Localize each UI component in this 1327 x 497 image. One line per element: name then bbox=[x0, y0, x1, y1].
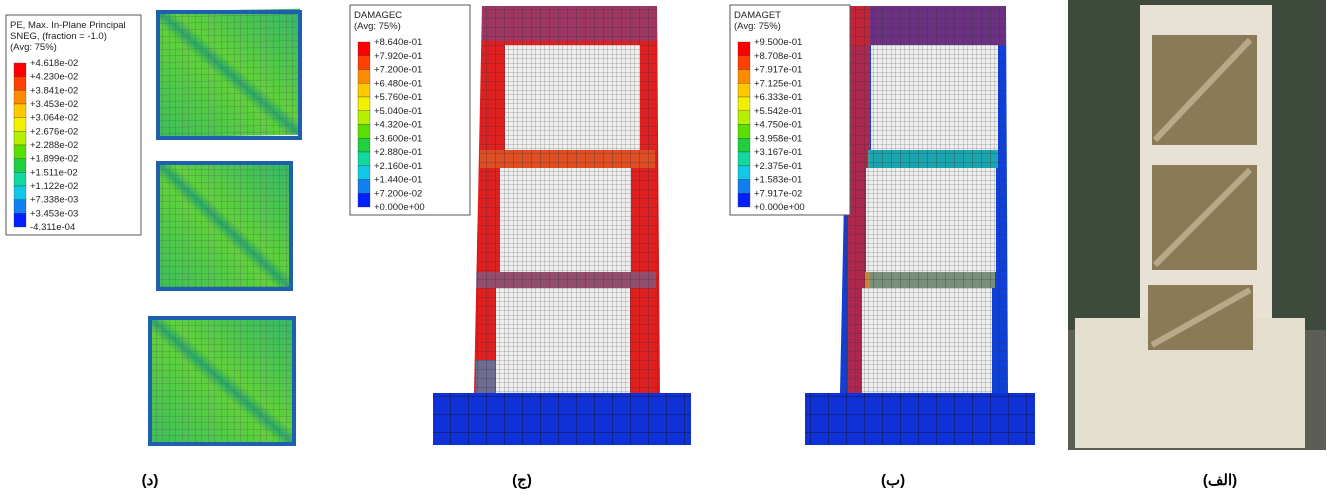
caption: (ج) bbox=[512, 472, 532, 489]
legend-label: +7.920e-01 bbox=[374, 51, 422, 62]
legend-swatch bbox=[357, 179, 371, 194]
legend-swatch bbox=[737, 179, 751, 194]
legend-label: +5.760e-01 bbox=[374, 92, 422, 103]
legend-label: +7.917e-02 bbox=[754, 188, 802, 199]
legend-swatch bbox=[737, 110, 751, 125]
legend-label: +2.288e-02 bbox=[30, 140, 78, 151]
legend-label: +3.453e-02 bbox=[30, 99, 78, 110]
legend-label: +8.640e-01 bbox=[374, 37, 422, 48]
legend-label: +7.917e-01 bbox=[754, 65, 802, 76]
legend-title: SNEG, (fraction = -1.0) bbox=[10, 31, 107, 42]
legend-swatch bbox=[13, 213, 27, 228]
legend-swatch bbox=[737, 41, 751, 56]
legend-label: +7.338e-03 bbox=[30, 195, 78, 206]
legend-label: +4.320e-01 bbox=[374, 120, 422, 131]
legend-label: +1.511e-02 bbox=[30, 167, 78, 178]
legend-label: +0.000e+00 bbox=[374, 202, 425, 213]
legend-swatch bbox=[357, 110, 371, 125]
legend-swatch bbox=[13, 62, 27, 77]
legend-swatch bbox=[13, 117, 27, 132]
legend-swatch bbox=[737, 124, 751, 139]
legend-swatch bbox=[357, 193, 371, 208]
legend-swatch bbox=[357, 69, 371, 84]
legend-label: +2.160e-01 bbox=[374, 161, 422, 172]
legend-title: DAMAGEC bbox=[354, 10, 402, 21]
specimen-photo bbox=[1068, 0, 1326, 450]
legend-label: +3.600e-01 bbox=[374, 133, 422, 144]
legend-swatch bbox=[13, 144, 27, 159]
legend-swatch bbox=[357, 151, 371, 166]
legend-swatch bbox=[13, 185, 27, 200]
legend-swatch bbox=[13, 131, 27, 146]
legend-box bbox=[5, 14, 142, 236]
legend-label: +5.040e-01 bbox=[374, 106, 422, 117]
legend-swatch bbox=[357, 96, 371, 111]
legend-title: (Avg: 75%) bbox=[10, 42, 57, 53]
legend-label: +8.708e-01 bbox=[754, 51, 802, 62]
infill-plots bbox=[148, 8, 302, 446]
legend-swatch bbox=[357, 138, 371, 153]
legend-label: +4.618e-02 bbox=[30, 58, 78, 69]
legend-label: +6.333e-01 bbox=[754, 92, 802, 103]
legend-swatch bbox=[737, 165, 751, 180]
legend-label: -4.311e-04 bbox=[30, 222, 75, 233]
legend-label: +6.480e-01 bbox=[374, 78, 422, 89]
legend-swatch bbox=[357, 83, 371, 98]
legend-swatch bbox=[13, 172, 27, 187]
legend-swatch bbox=[737, 83, 751, 98]
caption: (د) bbox=[142, 472, 159, 489]
legend-title: DAMAGET bbox=[734, 10, 781, 21]
legend-title: PE, Max. In-Plane Principal bbox=[10, 20, 126, 31]
legend-swatch bbox=[737, 69, 751, 84]
legend-swatch bbox=[737, 151, 751, 166]
legend-label: +9.500e-01 bbox=[754, 37, 802, 48]
legend-label: +1.899e-02 bbox=[30, 154, 78, 165]
legend-swatch bbox=[357, 165, 371, 180]
legend-label: +1.583e-01 bbox=[754, 175, 802, 186]
legend-label: +2.880e-01 bbox=[374, 147, 422, 158]
legend-swatch bbox=[737, 55, 751, 70]
legend-title: (Avg: 75%) bbox=[734, 21, 781, 32]
legend-swatch bbox=[13, 199, 27, 214]
legend-swatch bbox=[357, 124, 371, 139]
caption: (الف) bbox=[1203, 472, 1237, 489]
legend-swatch bbox=[13, 90, 27, 105]
legend-swatch bbox=[357, 55, 371, 70]
legend-label: +3.453e-03 bbox=[30, 208, 78, 219]
legend-swatch bbox=[13, 76, 27, 91]
damaget-model bbox=[805, 6, 1035, 445]
legend-label: +3.064e-02 bbox=[30, 113, 78, 124]
legend-swatch bbox=[737, 193, 751, 208]
legend-label: +5.542e-01 bbox=[754, 106, 802, 117]
legend-swatch bbox=[737, 96, 751, 111]
legend-label: +7.200e-02 bbox=[374, 188, 422, 199]
damagec-model bbox=[433, 6, 691, 445]
legend-label: +4.750e-01 bbox=[754, 120, 802, 131]
legend-swatch bbox=[737, 138, 751, 153]
legend-label: +2.375e-01 bbox=[754, 161, 802, 172]
legend-swatch bbox=[13, 158, 27, 173]
legend-label: +3.841e-02 bbox=[30, 85, 78, 96]
legend-label: +3.167e-01 bbox=[754, 147, 802, 158]
caption: (ب) bbox=[881, 472, 905, 489]
legend-swatch bbox=[13, 103, 27, 118]
legend-label: +7.200e-01 bbox=[374, 65, 422, 76]
legend-label: +7.125e-01 bbox=[754, 78, 802, 89]
legend-label: +1.122e-02 bbox=[30, 181, 78, 192]
legend-swatch bbox=[357, 41, 371, 56]
legend-label: +0.000e+00 bbox=[754, 202, 805, 213]
legend-label: +4.230e-02 bbox=[30, 72, 78, 83]
legend-label: +2.676e-02 bbox=[30, 126, 78, 137]
legend-label: +3.958e-01 bbox=[754, 133, 802, 144]
legend-label: +1.440e-01 bbox=[374, 175, 422, 186]
legend-title: (Avg: 75%) bbox=[354, 21, 401, 32]
